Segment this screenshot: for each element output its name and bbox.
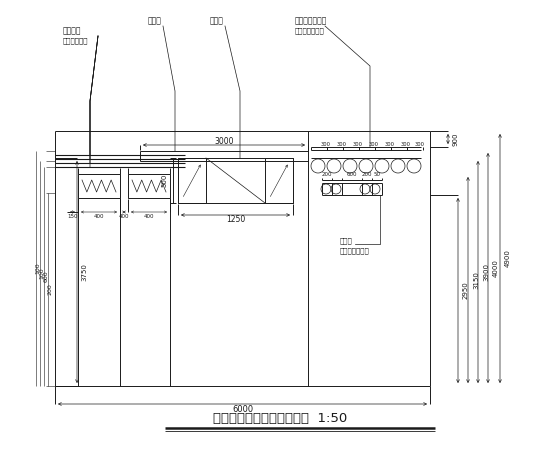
Text: 300: 300 [401,142,411,148]
Text: 300: 300 [385,142,395,148]
Text: 400: 400 [94,213,104,219]
Text: 3000: 3000 [214,136,234,146]
Text: 400: 400 [144,213,154,219]
Text: 300: 300 [415,142,425,148]
Text: 排风口: 排风口 [148,17,162,25]
Text: 300: 300 [321,142,331,148]
Text: 200: 200 [322,172,332,177]
Text: 6000: 6000 [232,404,253,414]
Bar [128,174,170,198]
Text: 排水管: 排水管 [340,238,353,244]
Bar [178,158,293,203]
Text: 100: 100 [40,268,44,279]
Text: 400: 400 [119,213,129,219]
Text: 50: 50 [374,172,380,177]
Text: 电缆桥架: 电缆桥架 [63,26,82,35]
Text: 喷雾及消防管道: 喷雾及消防管道 [295,17,328,25]
Text: 2950: 2950 [463,282,469,299]
Text: 4000: 4000 [493,259,499,277]
Text: 150: 150 [67,213,78,219]
Text: 参见排排水专业: 参见排排水专业 [340,248,370,254]
Text: 4900: 4900 [505,249,511,267]
Bar [78,174,120,198]
Text: 300: 300 [337,142,347,148]
Text: 300: 300 [369,142,379,148]
Text: 1250: 1250 [226,215,245,225]
Text: 100: 100 [35,263,40,274]
Text: 200: 200 [362,172,372,177]
Bar [178,158,206,203]
Text: 300: 300 [353,142,363,148]
Text: 3150: 3150 [473,271,479,289]
Text: 900: 900 [453,132,459,146]
Text: 参见电气专业: 参见电气专业 [63,38,88,44]
Text: 500: 500 [161,174,167,187]
Text: 600: 600 [347,172,357,177]
Text: 3750: 3750 [81,263,87,281]
Text: 3900: 3900 [483,263,489,281]
Text: 600: 600 [44,271,49,282]
Text: 排风管: 排风管 [210,17,224,25]
Text: 200: 200 [48,284,53,296]
Bar [265,158,293,203]
Text: 参见给排水专业: 参见给排水专业 [295,28,325,34]
Text: 车道上空综合管线布置图图  1:50: 车道上空综合管线布置图图 1:50 [213,412,347,425]
